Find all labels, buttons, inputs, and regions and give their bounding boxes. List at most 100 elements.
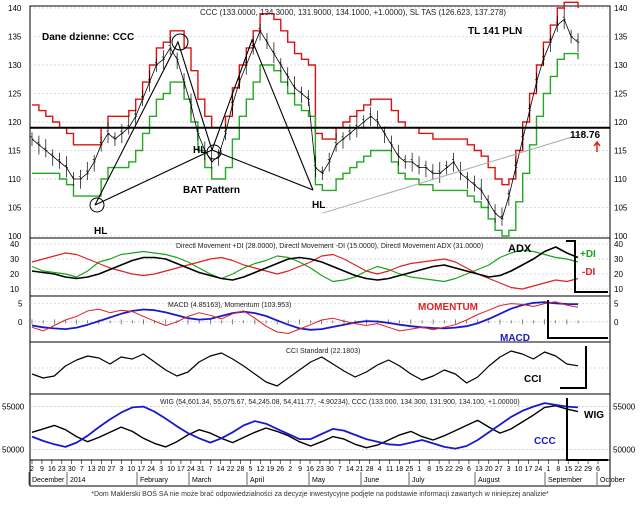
- price-ytick-left: 130: [8, 61, 22, 70]
- x-tick-label: 3: [119, 466, 123, 473]
- month-label: September: [548, 477, 583, 484]
- month-label: April: [250, 477, 264, 484]
- x-tick-label: 24: [187, 466, 195, 473]
- x-tick-label: 22: [445, 466, 453, 473]
- x-tick-label: 27: [495, 466, 503, 473]
- x-tick-label: 1: [417, 466, 421, 473]
- price-ytick-left: 135: [8, 33, 22, 42]
- bat-pattern-label: BAT Pattern: [183, 185, 240, 196]
- x-tick-label: 23: [58, 466, 66, 473]
- x-tick-label: 29: [584, 466, 592, 473]
- x-tick-label: 17: [137, 466, 145, 473]
- month-label: June: [364, 477, 379, 484]
- cci-line: [31, 350, 579, 387]
- macd-line-momentum: [31, 301, 579, 334]
- macd-ytick-left: 5: [18, 300, 23, 309]
- month-label: 2014: [70, 477, 86, 484]
- month-label: August: [478, 477, 500, 484]
- x-tick-label: 10: [167, 466, 175, 473]
- wig-title: WIG (54,601.34, 55,075.67, 54,245.08, 54…: [160, 399, 520, 406]
- x-tick-label: 14: [217, 466, 225, 473]
- cci-label: CCI: [524, 374, 541, 385]
- bat-pattern-lower: [211, 149, 314, 191]
- quote-line: CCC (133.0000, 134.3000, 131.9000, 134.1…: [200, 8, 506, 17]
- price-ytick-right: 105: [614, 204, 628, 213]
- x-tick-label: 31: [197, 466, 205, 473]
- target-label: TL 141 PLN: [468, 26, 522, 37]
- price-lower-band: [32, 52, 579, 237]
- month-label: October: [600, 477, 626, 484]
- dmi-highlight-box: [566, 240, 608, 293]
- wig-highlight-box: [566, 398, 608, 461]
- x-tick-label: 14: [346, 466, 354, 473]
- x-tick-label: 9: [298, 466, 302, 473]
- hl-label-1: HL: [94, 226, 107, 237]
- price-ytick-left: 140: [8, 4, 22, 13]
- x-tick-label: 15: [564, 466, 572, 473]
- daily-label: Dane dzienne: CCC: [42, 32, 134, 43]
- support-trendline: [322, 132, 585, 214]
- dmi-line-adx: [31, 246, 579, 281]
- hl-label-2: HL: [193, 145, 206, 156]
- price-ytick-right: 125: [614, 90, 628, 99]
- macd-highlight-box: [547, 300, 608, 339]
- price-ytick-right: 100: [614, 232, 628, 241]
- x-tick-label: 2: [30, 466, 34, 473]
- x-tick-label: 30: [326, 466, 334, 473]
- price-upper-band: [32, 1, 579, 186]
- x-tick-label: 4: [378, 466, 382, 473]
- dmi-ytick-right: 40: [614, 240, 623, 249]
- x-tick-label: 8: [556, 466, 560, 473]
- macd-label: MACD: [500, 333, 530, 344]
- dmi-ytick-right: 10: [614, 285, 623, 294]
- wig-line-ccc: [31, 402, 579, 450]
- dmi-ytick-left: 10: [10, 285, 19, 294]
- plus-di-label: +DI: [580, 249, 596, 260]
- x-tick-label: 16: [48, 466, 56, 473]
- x-tick-label: 12: [256, 466, 264, 473]
- dmi-ytick-right: 30: [614, 255, 623, 264]
- x-tick-label: 24: [535, 466, 543, 473]
- price-ytick-right: 115: [614, 147, 627, 156]
- x-tick-label: 19: [266, 466, 274, 473]
- macd-ytick-left: 0: [18, 318, 23, 327]
- x-tick-label: 28: [366, 466, 374, 473]
- macd-ytick-right: 0: [614, 318, 619, 327]
- x-tick-label: 29: [455, 466, 463, 473]
- price-ytick-right: 140: [614, 4, 628, 13]
- x-tick-label: 25: [405, 466, 413, 473]
- wig-ytick-right: 50000: [613, 445, 636, 454]
- price-close-line: [31, 18, 579, 220]
- x-tick-label: 16: [306, 466, 314, 473]
- x-tick-label: 7: [80, 466, 84, 473]
- x-tick-label: 17: [177, 466, 185, 473]
- month-label: December: [32, 477, 65, 484]
- x-tick-label: 28: [237, 466, 245, 473]
- month-label: March: [192, 477, 212, 484]
- x-tick-label: 22: [574, 466, 582, 473]
- dmi-line-di: [31, 252, 579, 290]
- wig-label: WIG: [584, 410, 604, 421]
- price-ytick-left: 120: [8, 118, 22, 127]
- wig-ytick-left: 50000: [2, 445, 25, 454]
- x-tick-label: 6: [467, 466, 471, 473]
- x-tick-label: 3: [507, 466, 511, 473]
- x-tick-label: 7: [338, 466, 342, 473]
- x-tick-label: 21: [356, 466, 364, 473]
- x-tick-label: 15: [435, 466, 443, 473]
- dmi-ytick-right: 20: [614, 270, 623, 279]
- momentum-label: MOMENTUM: [418, 302, 478, 313]
- price-ytick-left: 125: [8, 90, 22, 99]
- price-ytick-left: 110: [8, 175, 21, 184]
- macd-title: MACD (4.85163), Momentum (103.953): [168, 302, 291, 309]
- dmi-ytick-left: 30: [10, 255, 19, 264]
- adx-label: ADX: [508, 243, 532, 255]
- x-tick-label: 23: [316, 466, 324, 473]
- x-tick-label: 17: [525, 466, 533, 473]
- dmi-ytick-left: 20: [10, 270, 19, 279]
- x-tick-label: 10: [127, 466, 135, 473]
- wig-ytick-left: 55000: [2, 403, 25, 412]
- x-tick-label: 7: [209, 466, 213, 473]
